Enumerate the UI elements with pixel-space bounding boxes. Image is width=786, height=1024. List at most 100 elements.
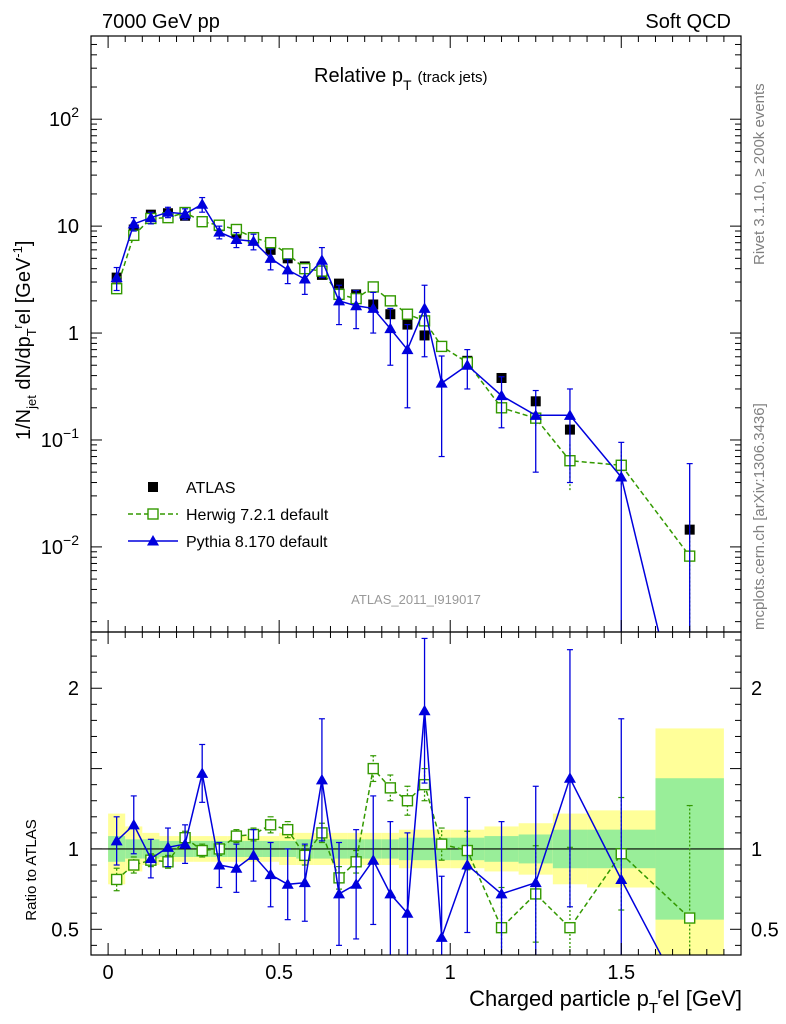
pythia-ratio-point [179, 838, 192, 849]
pythia-point [196, 198, 209, 209]
legend-entry: Pythia 8.170 default [128, 534, 328, 551]
ratio-y-axis-title: Ratio to ATLAS [23, 819, 40, 920]
pythia-ratio-series [110, 637, 662, 955]
analysis-watermark: ATLAS_2011_I919017 [351, 592, 481, 607]
herwig-ratio-point [683, 912, 696, 924]
herwig-point [282, 248, 294, 260]
pythia-ratio-point [213, 859, 226, 870]
pythia-point [179, 207, 192, 219]
herwig-point [401, 308, 414, 320]
x-tick-label: 1.5 [607, 962, 635, 984]
x-axis-title: Charged particle pTrel [GeV] [469, 985, 742, 1017]
herwig-ratio-point [110, 873, 123, 886]
legend-label: Pythia 8.170 default [186, 534, 328, 551]
legend-marker [148, 482, 158, 492]
herwig-ratio-point [367, 762, 379, 775]
herwig-line [115, 211, 691, 557]
rivet-version-label: Rivet 3.1.10, ≥ 200k events [751, 83, 768, 265]
y-tick-label: 102 [49, 104, 79, 131]
y-tick-label: 10−1 [41, 425, 79, 452]
pythia-ratio-point [435, 931, 448, 942]
y-tick-label: 10 [57, 216, 79, 238]
herwig-ratio-point [384, 782, 397, 794]
atlas-point [334, 278, 345, 289]
pythia-point [144, 211, 157, 223]
pythia-ratio-point [230, 862, 243, 873]
herwig-ratio-point [128, 859, 140, 871]
ratio-y-tick-label-left: 0.5 [51, 919, 79, 941]
herwig-point [384, 295, 397, 307]
herwig-ratio-point [564, 921, 576, 934]
pythia-point [333, 294, 346, 306]
pythia-point [213, 226, 226, 237]
pythia-ratio-point [529, 876, 542, 888]
pythia-point [435, 377, 448, 388]
ratio-frame [90, 631, 742, 956]
pythia-ratio-point [401, 907, 414, 918]
pythia-ratio-point [315, 773, 328, 785]
pythia-point [350, 299, 363, 311]
legend: ATLAS Herwig 7.2.1 default Pythia 8.170 de… [128, 480, 329, 551]
herwig-point [435, 340, 448, 353]
process-label: Soft QCD [645, 11, 731, 33]
legend-marker [147, 535, 159, 546]
pythia-point [384, 322, 397, 334]
legend-label: ATLAS [186, 480, 236, 497]
pythia-point [110, 271, 123, 283]
pythia-point [615, 471, 628, 482]
ratio-y-tick-label-right: 0.5 [751, 919, 779, 941]
pythia-ratio-point [495, 887, 508, 899]
x-tick-label: 0 [103, 962, 114, 984]
pythia-ratio-line [116, 710, 662, 955]
main-x-ticks [107, 36, 725, 632]
legend-entry: ATLAS [148, 480, 236, 497]
pythia-point [127, 217, 140, 229]
x-tick-label: 1 [445, 962, 456, 984]
pythia-ratio-point [281, 878, 294, 889]
pythia-point [161, 206, 174, 217]
pythia-ratio-point [350, 878, 363, 889]
pythia-point [247, 235, 260, 246]
herwig-point [196, 216, 208, 228]
pythia-ratio-point [110, 834, 123, 846]
legend-entry: Herwig 7.2.1 default [128, 507, 329, 524]
pythia-ratio-point [367, 854, 380, 865]
y-tick-label: 10−2 [41, 532, 79, 559]
herwig-ratio-point [401, 795, 414, 807]
herwig-ratio-point [264, 819, 277, 831]
pythia-point [367, 302, 380, 313]
herwig-point [367, 281, 379, 293]
pythia-point [298, 273, 311, 284]
plot-title: Relative pT (track jets) [314, 65, 488, 93]
pythia-ratio-point [333, 887, 346, 899]
herwig-point [264, 236, 277, 249]
pythia-point [264, 252, 277, 263]
main-y-axis-title: 1/Njet dN/dpTrel [GeV-1] [10, 241, 39, 440]
pythia-ratio-point [615, 873, 628, 884]
ratio-panel: 0.5 0.5 1 1 2 2 0 0.5 1 1.5 [51, 631, 779, 984]
pythia-point [401, 343, 414, 355]
pythia-point [230, 233, 243, 244]
herwig-ratio-point [435, 838, 448, 850]
pythia-ratio-point [563, 772, 576, 783]
energy-label: 7000 GeV pp [102, 11, 220, 33]
ratio-y-tick-label-right: 1 [751, 839, 762, 861]
pythia-ratio-point [298, 876, 311, 888]
pythia-ratio-point [127, 818, 140, 830]
pythia-point [563, 409, 576, 420]
herwig-ratio-point [282, 823, 294, 836]
pythia-ratio-point [144, 852, 157, 864]
pythia-ratio-point [418, 704, 431, 716]
y-tick-label: 1 [68, 323, 79, 345]
ratio-data-layer [110, 637, 696, 955]
pythia-point [529, 409, 542, 420]
pythia-ratio-point [196, 767, 209, 778]
ratio-y-tick-label-left: 2 [68, 678, 79, 700]
main-y-ticks: 10−2 10−1 1 10 102 [41, 35, 741, 623]
pythia-line [115, 203, 660, 632]
pythia-series [110, 196, 693, 632]
ratio-y-tick-label-left: 1 [68, 839, 79, 861]
legend-label: Herwig 7.2.1 default [186, 507, 329, 524]
herwig-ratio-point [230, 830, 243, 842]
